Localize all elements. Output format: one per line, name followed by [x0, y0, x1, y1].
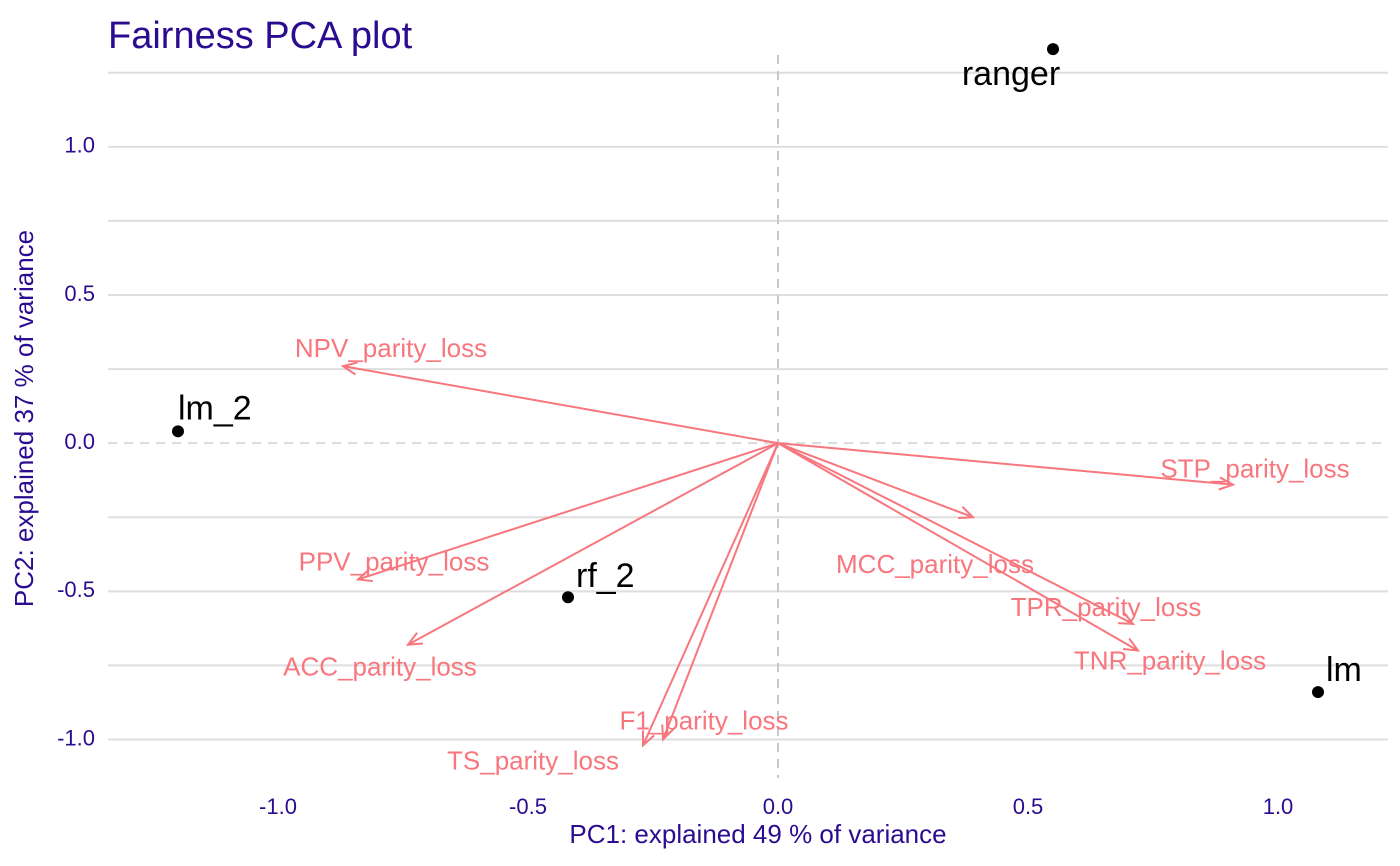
point-label-rf-2: rf_2 [576, 557, 635, 595]
arrow-head [1117, 611, 1136, 626]
loading-label-npv-parity-loss: NPV_parity_loss [295, 333, 487, 363]
arrow-acc-parity-loss [407, 442, 779, 646]
loading-label-ppv-parity-loss: PPV_parity_loss [299, 546, 490, 576]
x-tick-label: 1.0 [1263, 794, 1294, 819]
point-lm [1312, 686, 1324, 699]
arrow-stp-parity-loss [777, 442, 1234, 486]
arrow-ts-parity-loss [642, 442, 779, 746]
point-label-lm: lm [1326, 651, 1362, 689]
arrow-head [957, 505, 976, 520]
loading-label-tpr-parity-loss: TPR_parity_loss [1011, 592, 1202, 622]
arrow-head [1218, 476, 1236, 491]
y-tick-label: 0.0 [64, 429, 95, 454]
y-tick-label: 0.5 [64, 281, 95, 306]
grid-lines [108, 71, 1388, 741]
x-tick-label: 0.5 [1013, 794, 1044, 819]
y-tick-label: 1.0 [64, 133, 95, 158]
arrow-head [355, 568, 374, 583]
arrow-ppv-parity-loss [357, 442, 779, 581]
y-axis-label: PC2: explained 37 % of variance [9, 230, 39, 607]
x-tick-label: 0.0 [763, 794, 794, 819]
point-label-ranger: ranger [962, 55, 1060, 93]
loading-label-stp-parity-loss: STP_parity_loss [1160, 454, 1349, 484]
model-points: ranger lm_2 rf_2lm [172, 43, 1362, 699]
loading-label-ts-parity-loss: TS_parity_loss [447, 745, 619, 775]
loading-label-f1-parity-loss: F1_parity_loss [619, 705, 788, 735]
loading-label-mcc-parity-loss: MCC_parity_loss [836, 549, 1034, 579]
y-tick-label: -0.5 [57, 577, 95, 602]
arrow-head [405, 632, 424, 646]
point-ranger [1047, 43, 1059, 56]
chart-title: Fairness PCA plot [108, 15, 413, 57]
arrow-npv-parity-loss [342, 365, 779, 445]
arrow-head [1122, 637, 1141, 652]
point-rf-2 [562, 591, 574, 604]
arrow-head [641, 730, 655, 748]
point-lm-2 [172, 425, 184, 438]
reference-lines [108, 55, 1388, 778]
arrow-tnr-parity-loss [777, 442, 1139, 652]
x-tick-label: -0.5 [509, 794, 547, 819]
y-tick-label: -1.0 [57, 725, 95, 750]
loading-label-tnr-parity-loss: TNR_parity_loss [1074, 645, 1266, 675]
arrow-tpr-parity-loss [777, 442, 1134, 625]
arrow-head [661, 724, 675, 742]
arrow-head [340, 361, 358, 376]
point-label-lm-2: lm_2 [178, 389, 252, 427]
loading-label-acc-parity-loss: ACC_parity_loss [283, 652, 477, 682]
x-axis-label: PC1: explained 49 % of variance [569, 819, 946, 849]
arrow-f1-parity-loss [662, 442, 779, 740]
arrow-mcc-parity-loss [777, 442, 974, 519]
x-tick-label: -1.0 [259, 794, 297, 819]
loading-arrows: NPV_parity_loss STP_parity_loss MCC_parity… [283, 333, 1349, 775]
axis-ticks: -1.0 -0.5 0.0 0.5 1.0 -1.0 -0.5 0.0 0.5 1.0 [57, 133, 1293, 819]
